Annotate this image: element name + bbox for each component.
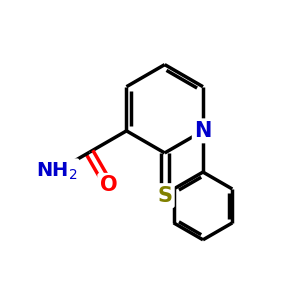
- Text: N: N: [194, 121, 212, 141]
- Text: S: S: [157, 186, 172, 206]
- Text: O: O: [100, 176, 117, 195]
- Text: NH$_2$: NH$_2$: [36, 161, 77, 182]
